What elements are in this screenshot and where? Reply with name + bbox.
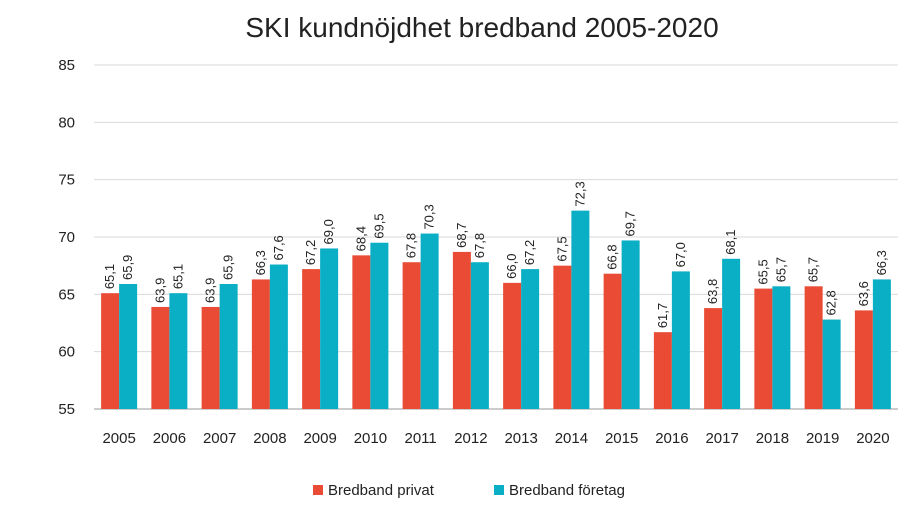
x-tick-label-2013: 2013	[504, 430, 537, 447]
data-label-bredband-foretag-2010: 69,5	[371, 213, 386, 238]
x-tick-label-2008: 2008	[253, 430, 286, 447]
x-tick-label-2017: 2017	[705, 430, 738, 447]
bar-bredband-privat-2009	[302, 269, 321, 409]
data-label-bredband-privat-2013: 66,0	[504, 254, 519, 279]
data-label-bredband-foretag-2007: 65,9	[221, 255, 236, 280]
bar-bredband-privat-2019	[804, 286, 823, 409]
legend-label-bredband-privat: Bredband privat	[328, 482, 435, 499]
bar-bredband-foretag-2006	[169, 293, 188, 409]
x-tick-label-2014: 2014	[555, 430, 588, 447]
bar-bredband-privat-2017	[704, 308, 723, 409]
data-label-bredband-privat-2017: 63,8	[705, 279, 720, 304]
x-tick-label-2010: 2010	[354, 430, 387, 447]
y-tick-label: 70	[58, 229, 75, 246]
data-label-bredband-foretag-2009: 69,0	[321, 219, 336, 244]
y-tick-label: 60	[58, 344, 75, 361]
data-label-bredband-privat-2018: 65,5	[755, 259, 770, 284]
data-label-bredband-foretag-2018: 65,7	[773, 257, 788, 282]
bar-bredband-foretag-2013	[521, 269, 540, 409]
data-label-bredband-foretag-2012: 67,8	[472, 233, 487, 258]
data-label-bredband-foretag-2016: 67,0	[673, 242, 688, 267]
x-tick-label-2005: 2005	[102, 430, 135, 447]
bar-bredband-privat-2016	[653, 332, 672, 409]
bar-bredband-foretag-2014	[571, 210, 590, 409]
data-label-bredband-foretag-2014: 72,3	[572, 181, 587, 206]
bar-bredband-foretag-2020	[872, 279, 891, 409]
bar-bredband-privat-2018	[754, 288, 773, 409]
bar-bredband-privat-2005	[101, 293, 120, 409]
bar-bredband-privat-2015	[603, 273, 622, 409]
bar-bredband-foretag-2011	[420, 233, 439, 409]
x-axis: 2005 2006 2007 2008 2009 2010 2011 2012 2013 2014…	[102, 430, 889, 447]
y-tick-label: 55	[58, 401, 75, 418]
data-label-bredband-foretag-2013: 67,2	[522, 240, 537, 265]
bar-bredband-foretag-2007	[219, 284, 238, 409]
legend-swatch-bredband-privat	[313, 485, 323, 495]
data-label-bredband-privat-2005: 65,1	[102, 264, 117, 289]
data-label-bredband-privat-2019: 65,7	[806, 257, 821, 282]
bar-bredband-foretag-2005	[119, 284, 138, 409]
bar-bredband-privat-2008	[251, 279, 270, 409]
x-tick-label-2006: 2006	[153, 430, 186, 447]
x-tick-label-2012: 2012	[454, 430, 487, 447]
y-tick-label: 65	[58, 286, 75, 303]
data-label-bredband-privat-2012: 68,7	[454, 223, 469, 248]
data-labels: 65,1 65,963,965,163,965,9 66,367,6 67,269,0…	[102, 181, 889, 328]
data-label-bredband-privat-2009: 67,2	[303, 240, 318, 265]
data-label-bredband-privat-2014: 67,5	[554, 236, 569, 261]
y-tick-label: 80	[58, 114, 75, 131]
data-label-bredband-privat-2010: 68,4	[353, 226, 368, 251]
data-label-bredband-privat-2008: 66,3	[253, 250, 268, 275]
x-tick-label-2020: 2020	[856, 430, 889, 447]
bar-bredband-foretag-2012	[470, 262, 489, 409]
data-label-bredband-foretag-2005: 65,9	[120, 255, 135, 280]
data-label-bredband-foretag-2008: 67,6	[271, 235, 286, 260]
data-label-bredband-privat-2011: 67,8	[404, 233, 419, 258]
data-label-bredband-foretag-2011: 70,3	[422, 204, 437, 229]
data-label-bredband-privat-2006: 63,9	[152, 278, 167, 303]
x-tick-label-2015: 2015	[605, 430, 638, 447]
data-label-bredband-privat-2007: 63,9	[203, 278, 218, 303]
bar-bredband-foretag-2017	[722, 258, 741, 409]
y-axis: 55 60 65 70 75 80 85	[58, 57, 75, 418]
data-label-bredband-foretag-2006: 65,1	[170, 264, 185, 289]
data-label-bredband-privat-2015: 66,8	[605, 244, 620, 269]
legend: Bredband privat Bredband företag	[313, 482, 625, 499]
bar-bredband-foretag-2008	[269, 264, 288, 409]
data-label-bredband-privat-2016: 61,7	[655, 303, 670, 328]
bar-bredband-privat-2007	[201, 306, 220, 409]
bar-bredband-foretag-2018	[772, 286, 791, 409]
data-label-bredband-foretag-2017: 68,1	[723, 229, 738, 254]
chart-title: SKI kundnöjdhet bredband 2005-2020	[245, 12, 718, 43]
legend-swatch-bredband-foretag	[494, 485, 504, 495]
bar-bredband-privat-2006	[151, 306, 170, 409]
bar-bredband-foretag-2009	[320, 248, 339, 409]
bar-bredband-privat-2014	[553, 265, 572, 409]
bar-bredband-foretag-2019	[822, 319, 841, 409]
bar-bredband-privat-2010	[352, 255, 371, 409]
data-label-bredband-privat-2020: 63,6	[856, 281, 871, 306]
y-tick-label: 75	[58, 172, 75, 189]
data-label-bredband-foretag-2020: 66,3	[874, 250, 889, 275]
x-tick-label-2016: 2016	[655, 430, 688, 447]
bar-bredband-foretag-2015	[621, 240, 640, 409]
bars	[101, 210, 891, 409]
bar-bredband-foretag-2010	[370, 242, 389, 409]
x-tick-label-2018: 2018	[756, 430, 789, 447]
x-tick-label-2019: 2019	[806, 430, 839, 447]
bar-bredband-foretag-2016	[671, 271, 690, 409]
x-tick-label-2007: 2007	[203, 430, 236, 447]
data-label-bredband-foretag-2015: 69,7	[623, 211, 638, 236]
data-label-bredband-foretag-2019: 62,8	[824, 290, 839, 315]
bar-bredband-privat-2020	[854, 310, 873, 409]
y-tick-label: 85	[58, 57, 75, 74]
x-tick-label-2011: 2011	[404, 430, 436, 447]
x-tick-label-2009: 2009	[303, 430, 336, 447]
bar-bredband-privat-2012	[452, 251, 471, 409]
bar-bredband-privat-2011	[402, 262, 421, 409]
legend-label-bredband-foretag: Bredband företag	[509, 482, 625, 499]
bar-bredband-privat-2013	[503, 282, 522, 409]
